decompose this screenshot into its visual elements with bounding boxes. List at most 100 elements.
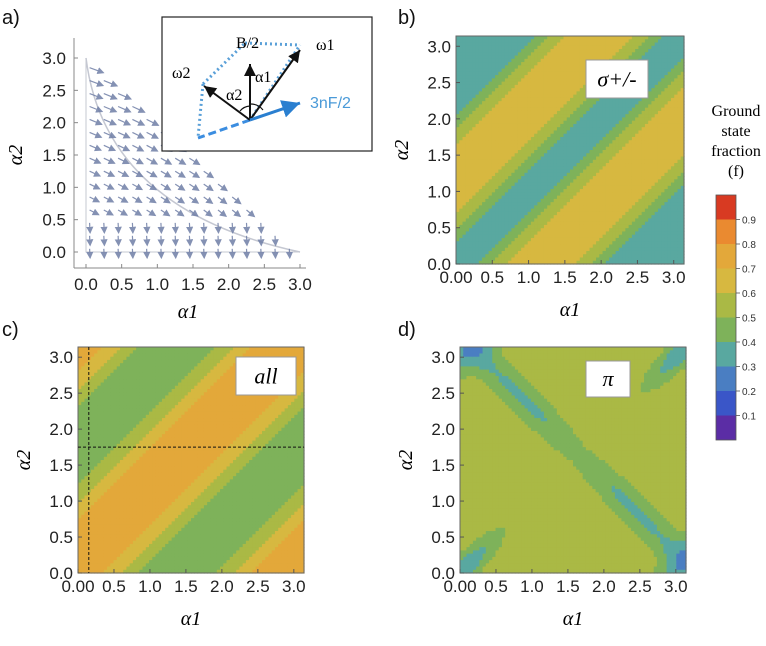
- contour-cell: [456, 192, 460, 197]
- contour-cell: [612, 247, 617, 252]
- vector-arrow: [214, 235, 222, 247]
- vector-arrow: [203, 196, 214, 205]
- contour-cell: [579, 211, 584, 216]
- contour-cell: [553, 146, 558, 151]
- contour-cell: [511, 169, 516, 174]
- contour-cell: [566, 260, 571, 265]
- contour-cell: [488, 36, 493, 40]
- contour-cell: [517, 62, 522, 66]
- contour-cell: [570, 91, 574, 96]
- contour-cell: [556, 52, 561, 57]
- contour-cell: [530, 198, 535, 203]
- contour-cell: [563, 130, 568, 135]
- contour-cell: [488, 107, 493, 112]
- contour-cell: [462, 176, 467, 180]
- contour-cell: [475, 75, 480, 79]
- contour-cell: [488, 205, 493, 210]
- contour-cell: [547, 224, 552, 229]
- contour-cell: [527, 88, 532, 92]
- contour-cell: [527, 211, 532, 216]
- contour-cell: [498, 88, 503, 92]
- contour-cell: [563, 260, 568, 265]
- contour-cell: [511, 120, 516, 125]
- vector-arrow: [114, 248, 122, 260]
- contour-cell: [615, 133, 620, 138]
- contour-cell: [508, 254, 512, 259]
- contour-cell: [602, 179, 607, 184]
- contour-cell: [495, 110, 499, 115]
- contour-cell: [543, 156, 548, 161]
- contour-cell: [456, 241, 460, 246]
- contour-cell: [563, 81, 568, 86]
- contour-cell: [583, 250, 587, 255]
- contour-cell: [592, 136, 597, 141]
- contour-cell: [566, 78, 571, 83]
- contour-cell: [462, 136, 467, 141]
- contour-cell: [459, 231, 464, 236]
- contour-cell: [560, 237, 565, 242]
- contour-cell: [573, 244, 578, 249]
- contour-cell: [482, 166, 486, 171]
- contour-cell: [501, 143, 506, 148]
- contour-cell: [576, 140, 581, 145]
- contour-cell: [501, 156, 506, 161]
- contour-cell: [586, 114, 591, 119]
- contour-cell: [576, 257, 581, 262]
- contour-cell: [566, 71, 571, 76]
- contour-cell: [540, 150, 545, 154]
- contour-cell: [462, 202, 467, 206]
- contour-cell: [527, 176, 532, 180]
- contour-cell: [618, 123, 623, 128]
- contour-cell: [589, 176, 594, 180]
- contour-cell: [596, 156, 600, 161]
- vector-arrow: [89, 80, 105, 87]
- contour-cell: [615, 159, 620, 164]
- contour-cell: [540, 49, 545, 53]
- contour-cell: [570, 250, 574, 255]
- contour-cell: [485, 163, 490, 167]
- contour-cell: [602, 130, 607, 135]
- contour-cell: [462, 146, 467, 151]
- contour-cell: [501, 39, 506, 44]
- contour-cell: [543, 205, 548, 210]
- contour-cell: [527, 110, 532, 115]
- contour-cell: [527, 231, 532, 236]
- contour-cell: [586, 195, 591, 200]
- contour-cell: [618, 117, 623, 122]
- contour-cell: [573, 114, 578, 119]
- contour-cell: [602, 228, 607, 233]
- contour-cell: [540, 42, 545, 47]
- contour-cell: [576, 146, 581, 151]
- contour-cell: [501, 234, 506, 239]
- contour-cell: [488, 150, 493, 154]
- contour-cell: [472, 97, 477, 102]
- contour-cell: [524, 189, 529, 193]
- contour-cell: [511, 123, 516, 128]
- contour-cell: [612, 140, 617, 145]
- contour-cell: [570, 39, 574, 44]
- contour-cell: [540, 36, 545, 40]
- contour-cell: [599, 192, 604, 197]
- contour-cell: [566, 221, 571, 226]
- contour-cell: [589, 185, 594, 190]
- contour-cell: [592, 224, 597, 229]
- contour-cell: [553, 62, 558, 66]
- contour-cell: [579, 71, 584, 76]
- contour-cell: [605, 166, 610, 171]
- contour-cell: [517, 45, 522, 50]
- contour-cell: [508, 172, 512, 177]
- contour-cell: [491, 211, 496, 216]
- vector-arrow: [185, 248, 194, 260]
- contour-cell: [583, 260, 587, 265]
- contour-cell: [527, 224, 532, 229]
- contour-cell: [599, 211, 604, 216]
- contour-cell: [615, 146, 620, 151]
- contour-cell: [530, 257, 535, 262]
- contour-cell: [524, 58, 529, 63]
- contour-cell: [609, 208, 613, 213]
- contour-cell: [501, 185, 506, 190]
- contour-cell: [553, 127, 558, 132]
- contour-cell: [560, 42, 565, 47]
- vector-arrow: [132, 131, 145, 139]
- contour-cell: [563, 127, 568, 132]
